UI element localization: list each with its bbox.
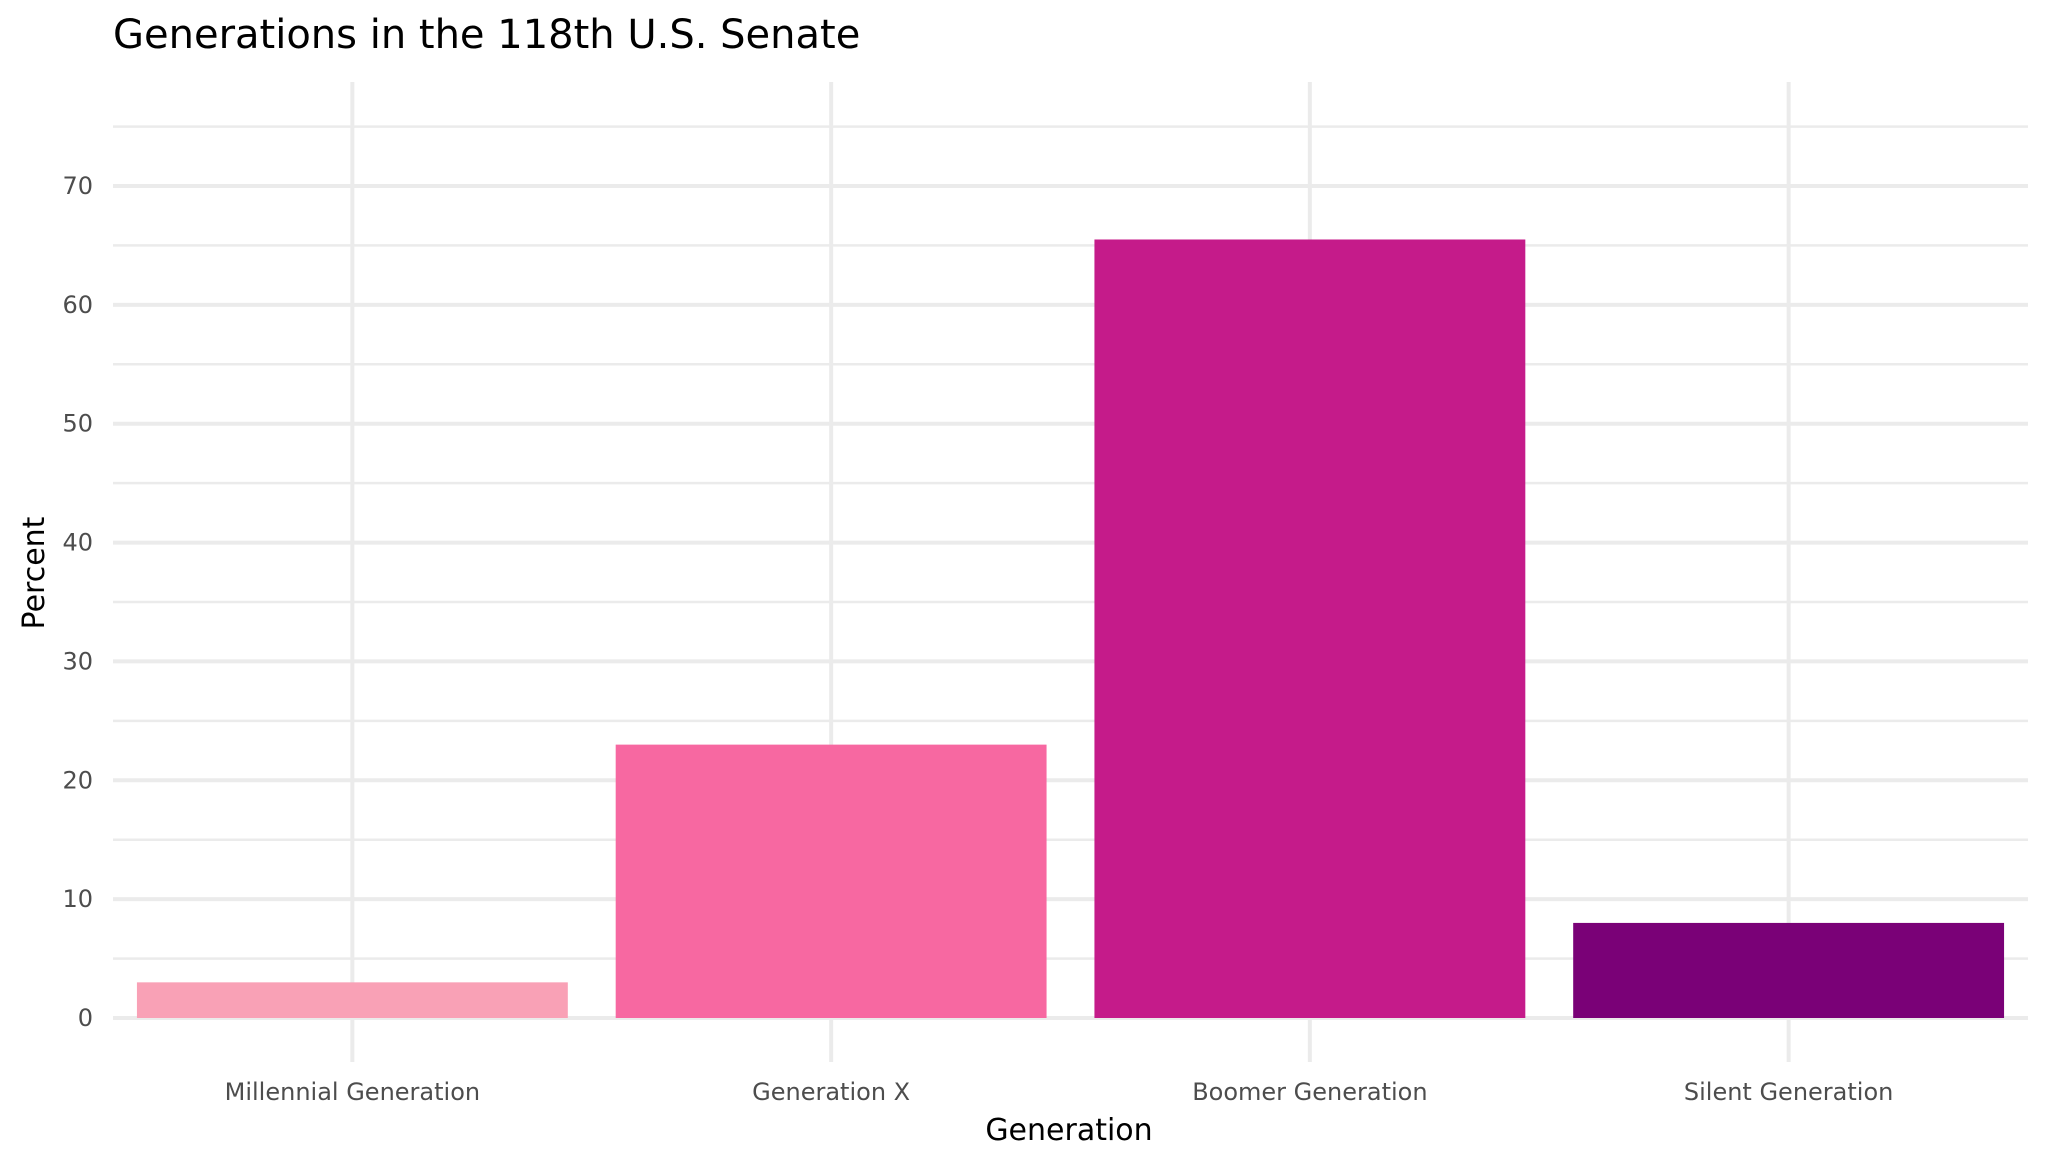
grid-lines xyxy=(113,82,2028,1062)
chart-title: Generations in the 118th U.S. Senate xyxy=(113,12,860,58)
x-axis-title: Generation xyxy=(985,1113,1152,1148)
bar xyxy=(1573,922,2005,1018)
bars xyxy=(136,239,2005,1018)
x-tick-label: Millennial Generation xyxy=(225,1078,480,1106)
x-axis-ticks: Millennial Generation Generation X Boomer … xyxy=(225,1078,1894,1106)
y-tick-label: 0 xyxy=(78,1004,93,1032)
y-tick-label: 50 xyxy=(62,410,93,438)
bar xyxy=(1094,239,1526,1018)
x-tick-label: Silent Generation xyxy=(1684,1078,1893,1106)
bar xyxy=(615,744,1047,1018)
y-tick-label: 40 xyxy=(62,529,93,557)
x-tick-label: Boomer Generation xyxy=(1192,1078,1427,1106)
y-tick-label: 10 xyxy=(62,885,93,913)
bar xyxy=(136,982,568,1018)
y-axis-title: Percent xyxy=(17,516,52,629)
y-axis-ticks: 0 10 20 30 40 50 60 70 xyxy=(62,172,93,1032)
y-tick-label: 30 xyxy=(62,647,93,675)
y-tick-label: 20 xyxy=(62,766,93,794)
y-tick-label: 60 xyxy=(62,291,93,319)
y-tick-label: 70 xyxy=(62,172,93,200)
x-tick-label: Generation X xyxy=(752,1078,910,1106)
